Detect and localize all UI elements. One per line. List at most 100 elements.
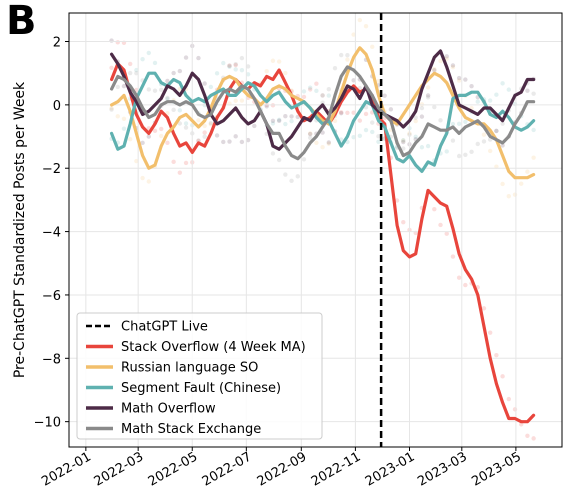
scatter-point — [307, 131, 313, 136]
legend-entry: Segment Fault (Chinese) — [121, 381, 281, 396]
scatter-point — [382, 93, 387, 98]
scatter-point — [363, 127, 369, 133]
scatter-point — [307, 131, 313, 137]
scatter-point — [165, 95, 170, 101]
scatter-point — [326, 93, 332, 98]
scatter-point — [332, 118, 338, 124]
scatter-point — [301, 157, 307, 162]
scatter-point — [500, 143, 505, 148]
scatter-point — [109, 38, 114, 43]
scatter-point — [183, 121, 189, 126]
scatter-point — [531, 155, 536, 160]
scatter-point — [345, 52, 350, 58]
scatter-point — [233, 134, 238, 139]
scatter-point — [432, 66, 437, 72]
scatter-point — [326, 140, 332, 145]
scatter-point — [295, 114, 300, 120]
panel-label: B — [6, 0, 37, 44]
scatter-point — [345, 57, 350, 62]
scatter-point — [140, 175, 145, 181]
scatter-point — [500, 81, 505, 86]
scatter-point — [444, 231, 449, 236]
scatter-point — [481, 132, 487, 137]
scatter-point — [227, 64, 232, 70]
scatter-point — [357, 118, 363, 123]
scatter-point — [531, 127, 536, 133]
scatter-point — [332, 65, 338, 71]
scatter-point — [450, 254, 456, 259]
scatter-point — [146, 50, 152, 56]
scatter-point — [370, 44, 375, 50]
scatter-point — [165, 78, 170, 84]
scatter-point — [339, 110, 344, 115]
scatter-point — [289, 114, 294, 119]
scatter-point — [456, 121, 462, 127]
scatter-point — [159, 133, 164, 139]
scatter-point — [295, 174, 300, 179]
scatter-point — [401, 220, 406, 225]
scatter-point — [146, 87, 152, 92]
scatter-point — [239, 139, 245, 145]
scatter-point — [252, 123, 257, 129]
scatter-point — [183, 55, 189, 60]
scatter-point — [463, 119, 468, 125]
scatter-point — [202, 123, 207, 129]
scatter-point — [401, 138, 406, 143]
scatter-point — [388, 107, 394, 112]
scatter-point — [363, 24, 369, 29]
scatter-point — [115, 40, 120, 45]
scatter-point — [500, 121, 505, 126]
scatter-point — [500, 181, 505, 187]
scatter-point — [177, 170, 183, 175]
scatter-point — [506, 396, 511, 402]
x-tick-label: 2023-05 — [469, 449, 524, 489]
scatter-point — [314, 140, 319, 146]
scatter-point — [233, 98, 238, 103]
scatter-point — [438, 58, 443, 64]
scatter-point — [289, 178, 294, 184]
scatter-point — [109, 65, 114, 71]
scatter-point — [401, 139, 406, 145]
scatter-point — [370, 120, 375, 125]
scatter-point — [171, 159, 176, 165]
legend: ChatGPT Live Stack Overflow (4 Week MA) Ru… — [76, 312, 323, 440]
scatter-point — [494, 128, 499, 134]
scatter-point — [140, 56, 145, 62]
scatter-point — [401, 138, 406, 143]
scatter-point — [450, 63, 456, 68]
scatter-point — [419, 102, 425, 107]
scatter-point — [270, 118, 276, 124]
scatter-point — [289, 118, 294, 124]
scatter-point — [351, 110, 356, 115]
scatter-point — [159, 126, 164, 132]
scatter-point — [326, 87, 332, 92]
scatter-point — [121, 126, 127, 131]
scatter-point — [339, 52, 344, 58]
scatter-point — [506, 194, 511, 199]
scatter-point — [469, 149, 474, 155]
scatter-point — [456, 78, 462, 83]
scatter-point — [270, 58, 276, 63]
scatter-point — [450, 65, 456, 70]
legend-entry: Stack Overflow (4 Week MA) — [121, 340, 306, 355]
scatter-point — [450, 121, 456, 127]
y-tick-label: −8 — [42, 352, 61, 367]
scatter-point — [326, 141, 332, 146]
scatter-point — [494, 92, 499, 97]
x-tick-label: 2022-01 — [39, 449, 94, 489]
scatter-point — [494, 128, 499, 134]
scatter-point — [339, 110, 344, 116]
scatter-point — [196, 55, 201, 61]
legend-entry: Russian language SO — [121, 361, 258, 376]
scatter-point — [270, 151, 276, 156]
scatter-point — [146, 179, 152, 184]
scatter-point — [425, 93, 431, 98]
y-tick-label: −6 — [42, 289, 61, 304]
scatter-point — [456, 153, 462, 159]
scatter-point — [469, 83, 474, 89]
scatter-point — [376, 134, 381, 139]
scatter-point — [320, 93, 325, 98]
scatter-point — [444, 149, 449, 154]
scatter-point — [376, 139, 381, 144]
